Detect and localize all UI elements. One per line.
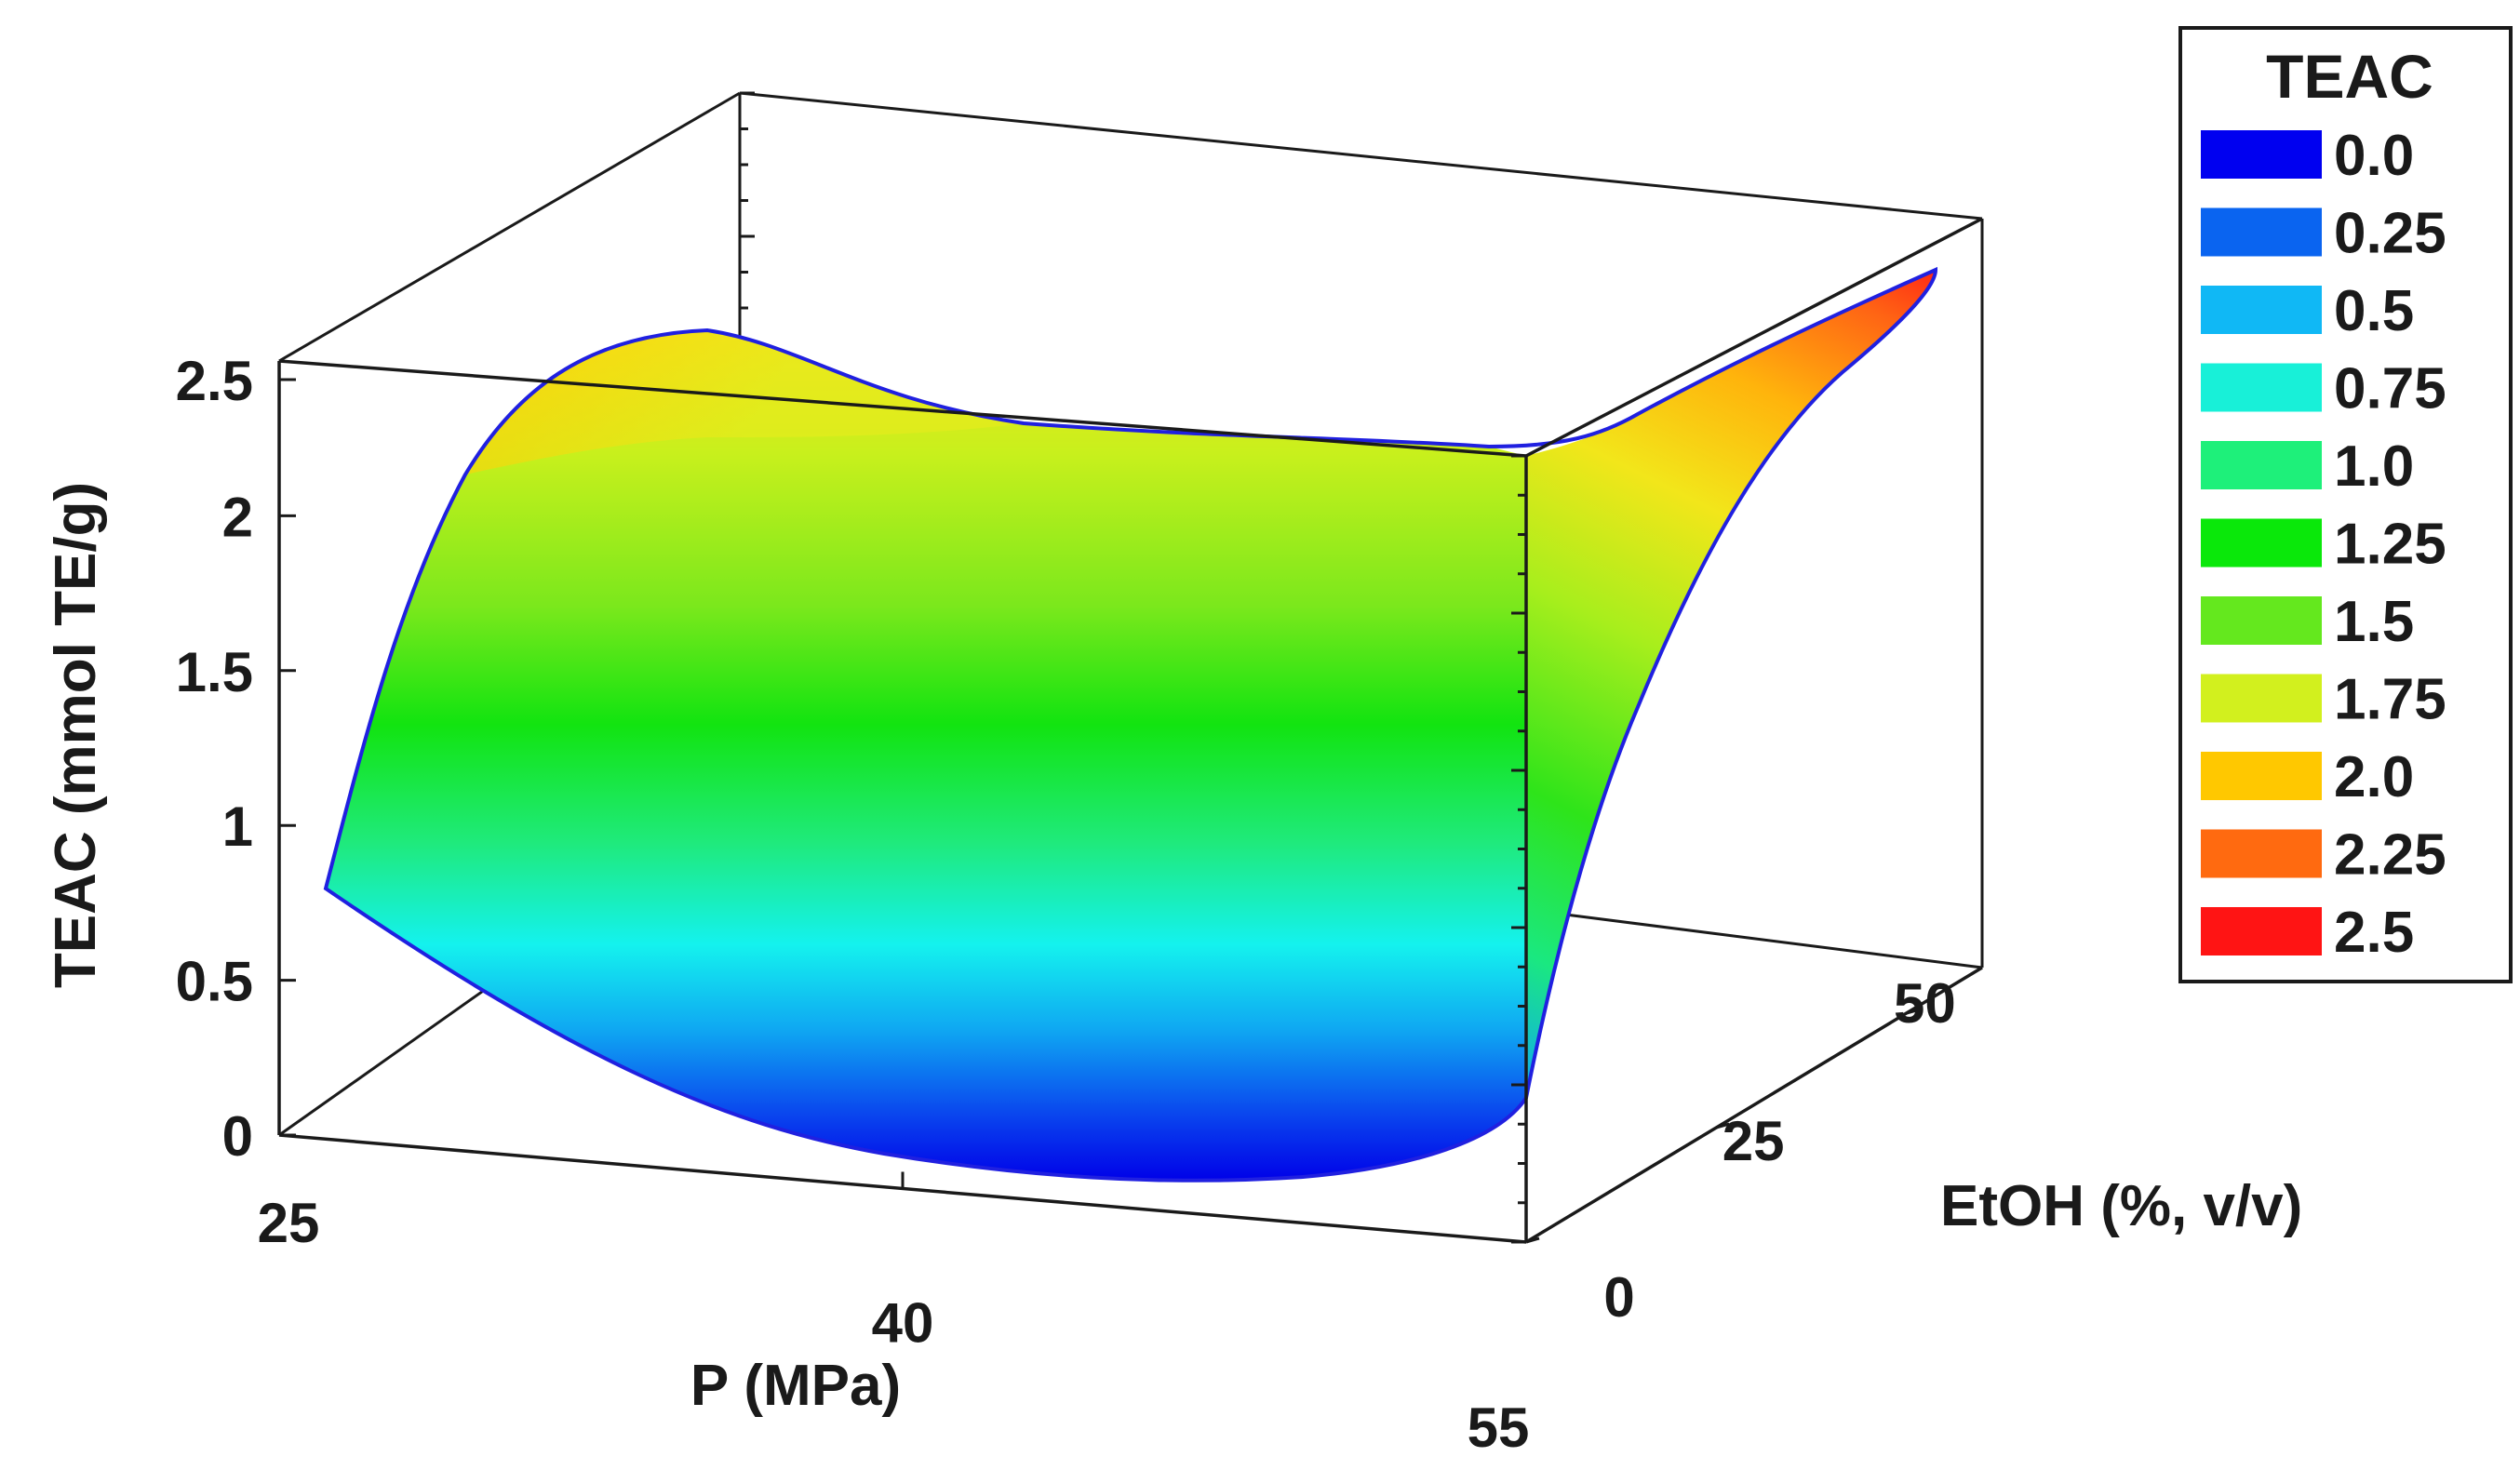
y-tick-mark — [1715, 1122, 1730, 1129]
surface-front-face — [326, 330, 1526, 1181]
y-tick-mark — [1905, 1008, 1920, 1015]
legend: TEAC 0.0 0.25 0.5 0.75 1.0 1.25 1.5 1.75 2.0 2.25… — [2178, 26, 2513, 983]
x-tick-label: 25 — [258, 1192, 320, 1254]
y-axis-title: EtOH (%, v/v) — [1940, 1174, 2302, 1238]
z-tick-label: 2 — [222, 486, 253, 548]
z-tick-label: 2.5 — [176, 350, 253, 412]
legend-label: 0.75 — [2334, 357, 2446, 421]
legend-swatch — [2201, 674, 2322, 723]
z-axis-tick-labels: 0 0.5 1 1.5 2 2.5 — [176, 350, 253, 1168]
legend-swatch — [2201, 752, 2322, 800]
x-tick-label: 55 — [1468, 1396, 1530, 1459]
legend-label: 1.0 — [2334, 434, 2414, 499]
legend-label: 1.25 — [2334, 513, 2446, 577]
surface-top-ridge — [465, 330, 1024, 474]
legend-label: 2.5 — [2334, 901, 2414, 965]
legend-swatch — [2201, 441, 2322, 489]
legend-label: 2.0 — [2334, 745, 2414, 809]
legend-swatch — [2201, 907, 2322, 956]
legend-swatch — [2201, 286, 2322, 334]
legend-swatch — [2201, 518, 2322, 568]
legend-label: 0.25 — [2334, 202, 2446, 266]
axis-ticks — [277, 378, 1920, 1244]
legend-swatch — [2201, 829, 2322, 878]
legend-label: 1.5 — [2334, 590, 2414, 654]
legend-label: 1.75 — [2334, 668, 2446, 732]
y-tick-label: 0 — [1603, 1266, 1634, 1329]
legend-entries: 0.0 0.25 0.5 0.75 1.0 1.25 1.5 1.75 2.0 2.25 2.5 — [2201, 124, 2446, 965]
x-axis-tick-labels: 25 40 55 — [258, 1192, 1530, 1459]
z-tick-label: 1.5 — [176, 641, 253, 703]
legend-title: TEAC — [2266, 42, 2433, 111]
z-axis-title: TEAC (mmol TE/g) — [44, 482, 108, 988]
surface-side-face — [1526, 270, 1936, 1098]
x-axis-title: P (MPa) — [690, 1354, 901, 1418]
x-tick-label: 40 — [872, 1292, 934, 1355]
legend-label: 2.25 — [2334, 823, 2446, 888]
legend-swatch — [2201, 130, 2322, 179]
y-tick-label: 50 — [1894, 972, 1956, 1035]
legend-swatch — [2201, 596, 2322, 645]
y-tick-label: 25 — [1722, 1110, 1785, 1172]
legend-box — [2178, 26, 2513, 983]
legend-swatch — [2201, 207, 2322, 257]
legend-label: 0.5 — [2334, 279, 2414, 343]
z-tick-label: 0 — [222, 1105, 253, 1168]
y-axis-tick-labels: 0 25 50 — [1603, 972, 1955, 1329]
surface-outline — [323, 266, 1938, 1183]
z-tick-label: 1 — [222, 795, 253, 858]
y-tick-mark — [1525, 1236, 1540, 1244]
legend-label: 0.0 — [2334, 124, 2414, 188]
z-tick-label: 0.5 — [176, 951, 253, 1013]
legend-swatch — [2201, 363, 2322, 412]
